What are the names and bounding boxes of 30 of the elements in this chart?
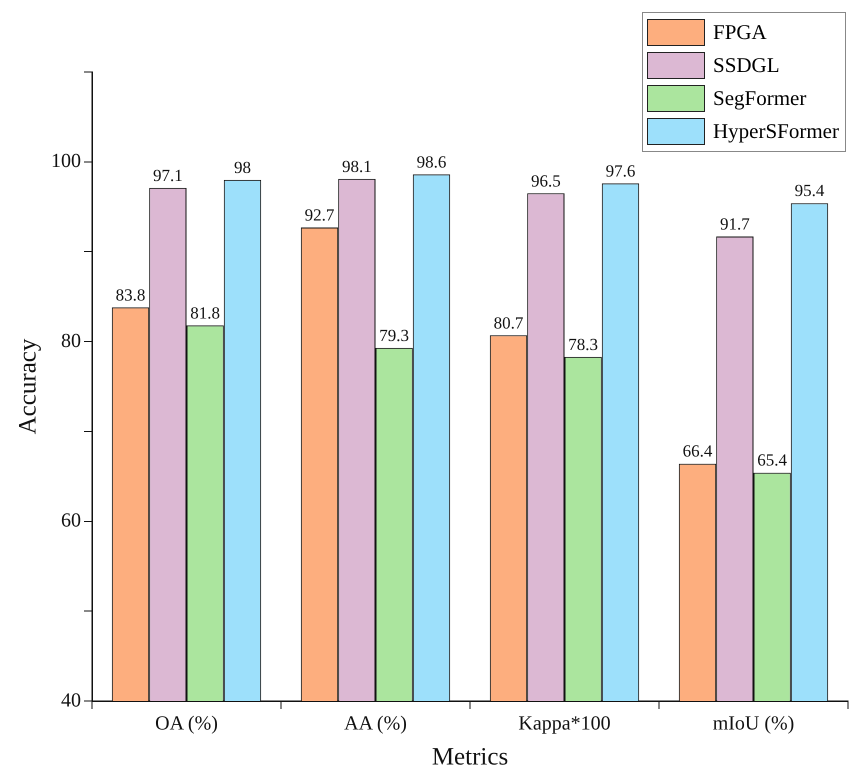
data-label: 83.8 bbox=[116, 285, 146, 304]
data-label: 98 bbox=[234, 158, 251, 177]
y-tick-label: 100 bbox=[51, 150, 81, 172]
data-label: 65.4 bbox=[757, 450, 788, 470]
data-label: 79.3 bbox=[379, 326, 410, 345]
y-tick-label: 60 bbox=[61, 510, 81, 532]
x-tick-label: Kappa*100 bbox=[518, 712, 611, 734]
y-tick-label: 40 bbox=[61, 689, 81, 712]
data-label: 98.1 bbox=[342, 156, 372, 176]
data-label: 97.6 bbox=[606, 161, 636, 180]
legend-label: SegFormer bbox=[713, 86, 806, 111]
x-tick-label: mIoU (%) bbox=[712, 712, 794, 734]
data-label: 78.3 bbox=[568, 334, 598, 354]
y-tick-label: 80 bbox=[61, 330, 81, 352]
y-axis-title: Accuracy bbox=[14, 338, 42, 434]
x-tick-label: AA (%) bbox=[344, 712, 407, 734]
data-label: 92.7 bbox=[304, 205, 335, 224]
data-label: 66.4 bbox=[682, 442, 713, 461]
data-label: 91.7 bbox=[720, 214, 750, 234]
x-tick-label: OA (%) bbox=[155, 712, 218, 734]
data-label: 80.7 bbox=[494, 313, 524, 332]
data-label: 98.6 bbox=[416, 152, 446, 172]
legend-label: FPGA bbox=[713, 20, 767, 45]
data-label: 96.5 bbox=[530, 171, 561, 190]
data-label: 97.1 bbox=[152, 166, 183, 185]
legend-label: HyperSFormer bbox=[713, 119, 839, 144]
legend-label: SSDGL bbox=[713, 53, 780, 78]
x-axis-title: Metrics bbox=[432, 744, 508, 771]
data-label: 81.8 bbox=[190, 303, 220, 322]
data-label: 95.4 bbox=[794, 181, 825, 200]
